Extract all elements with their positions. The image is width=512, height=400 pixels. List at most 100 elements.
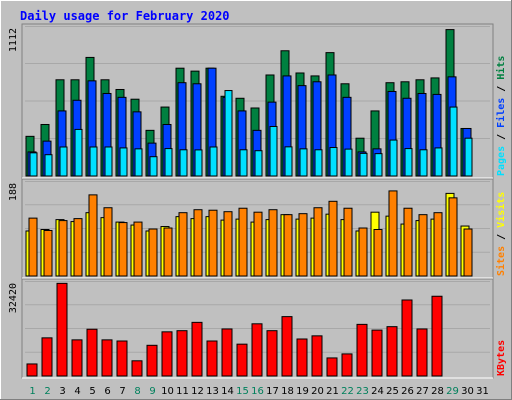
x-tick-label: 8 [134,386,140,397]
x-tick-label: 23 [356,386,369,397]
bar-kbytes [416,328,428,377]
bar-pages [314,149,323,177]
bar-sites [193,209,203,277]
day-14-bottom [221,328,233,377]
bar-sites [388,190,398,277]
bar-sites [328,200,338,277]
day-20-top [310,75,323,177]
x-tick-label: 10 [161,386,174,397]
bar-sites [253,211,263,277]
day-21-top [325,52,338,177]
bar-kbytes [56,282,68,377]
day-26-bottom [401,299,413,377]
bar-pages [194,149,203,177]
day-16-bottom [251,323,263,377]
series-label-visits: Visits [495,192,507,228]
bar-pages [149,156,158,177]
bar-pages [224,90,233,177]
day-11-bottom [176,330,188,377]
day-7-middle [115,221,128,277]
bar-sites [88,194,98,277]
bar-pages [29,152,38,177]
bar-pages [104,146,113,177]
bar-sites [373,229,383,277]
day-5-middle [85,194,98,277]
bar-sites [43,229,53,277]
day-29-middle [445,192,458,277]
series-label-kbytes: KBytes [496,340,507,376]
day-3-top [55,79,68,177]
day-8-top [130,98,143,177]
x-tick-label: 16 [251,386,264,397]
day-21-bottom [326,357,338,377]
bar-sites [58,220,68,277]
bar-kbytes [296,338,308,377]
bar-kbytes [401,299,413,377]
bar-pages [209,146,218,177]
day-2-bottom [41,337,53,377]
bar-pages [179,149,188,177]
day-28-middle [430,212,443,277]
bar-sites [103,207,113,277]
bar-sites [298,213,308,277]
day-12-bottom [191,321,203,377]
day-22-middle [340,207,353,277]
x-tick-label: 5 [89,386,95,397]
bar-pages [344,148,353,177]
x-tick-label: 6 [104,386,110,397]
series-label-hits: Hits [495,56,507,80]
bar-pages [464,137,473,177]
bar-sites [268,209,278,277]
day-26-middle [400,207,413,277]
x-tick-label: 27 [416,386,429,397]
panel-max-label: 188 [8,183,19,201]
day-19-middle [295,213,308,277]
bar-sites [433,212,443,277]
bar-kbytes [356,323,368,377]
bar-kbytes [176,330,188,377]
day-17-middle [265,209,278,277]
day-25-bottom [386,326,398,377]
bar-sites [313,207,323,277]
x-tick-label: 2 [44,386,50,397]
bar-pages [374,153,383,177]
day-30-middle [460,225,473,277]
day-12-top [190,70,203,177]
x-tick-label: 9 [149,386,155,397]
panel-max-label: 32420 [8,283,19,313]
day-20-bottom [311,335,323,377]
x-tick-label: 17 [266,386,279,397]
bar-pages [254,150,263,177]
day-27-top [415,79,428,177]
bar-pages [389,139,398,177]
bar-sites [418,214,428,277]
day-28-bottom [431,295,443,377]
bar-kbytes [266,330,278,377]
bar-sites [403,207,413,277]
day-6-top [100,79,113,177]
bar-sites [178,212,188,277]
bar-kbytes [326,357,338,377]
bar-kbytes [116,340,128,377]
bar-sites [118,222,128,277]
day-7-top [115,88,128,177]
bar-sites [208,209,218,277]
x-tick-label: 14 [221,386,234,397]
x-tick-label: 4 [74,386,80,397]
day-15-bottom [236,343,248,377]
day-1-middle [25,217,38,277]
x-tick-label: 12 [191,386,204,397]
x-tick-label: 21 [326,386,339,397]
x-tick-label: 29 [446,386,459,397]
panel-side-labels: Pages / Files / Hits [495,56,507,176]
bar-pages [44,154,53,177]
label-separator: / [496,228,507,246]
bar-pages [239,149,248,177]
day-9-middle [145,228,158,277]
day-4-top [70,79,83,177]
bar-pages [164,148,173,177]
x-tick-label: 19 [296,386,309,397]
bar-kbytes [131,360,143,377]
day-7-bottom [116,340,128,377]
day-8-middle [130,221,143,277]
